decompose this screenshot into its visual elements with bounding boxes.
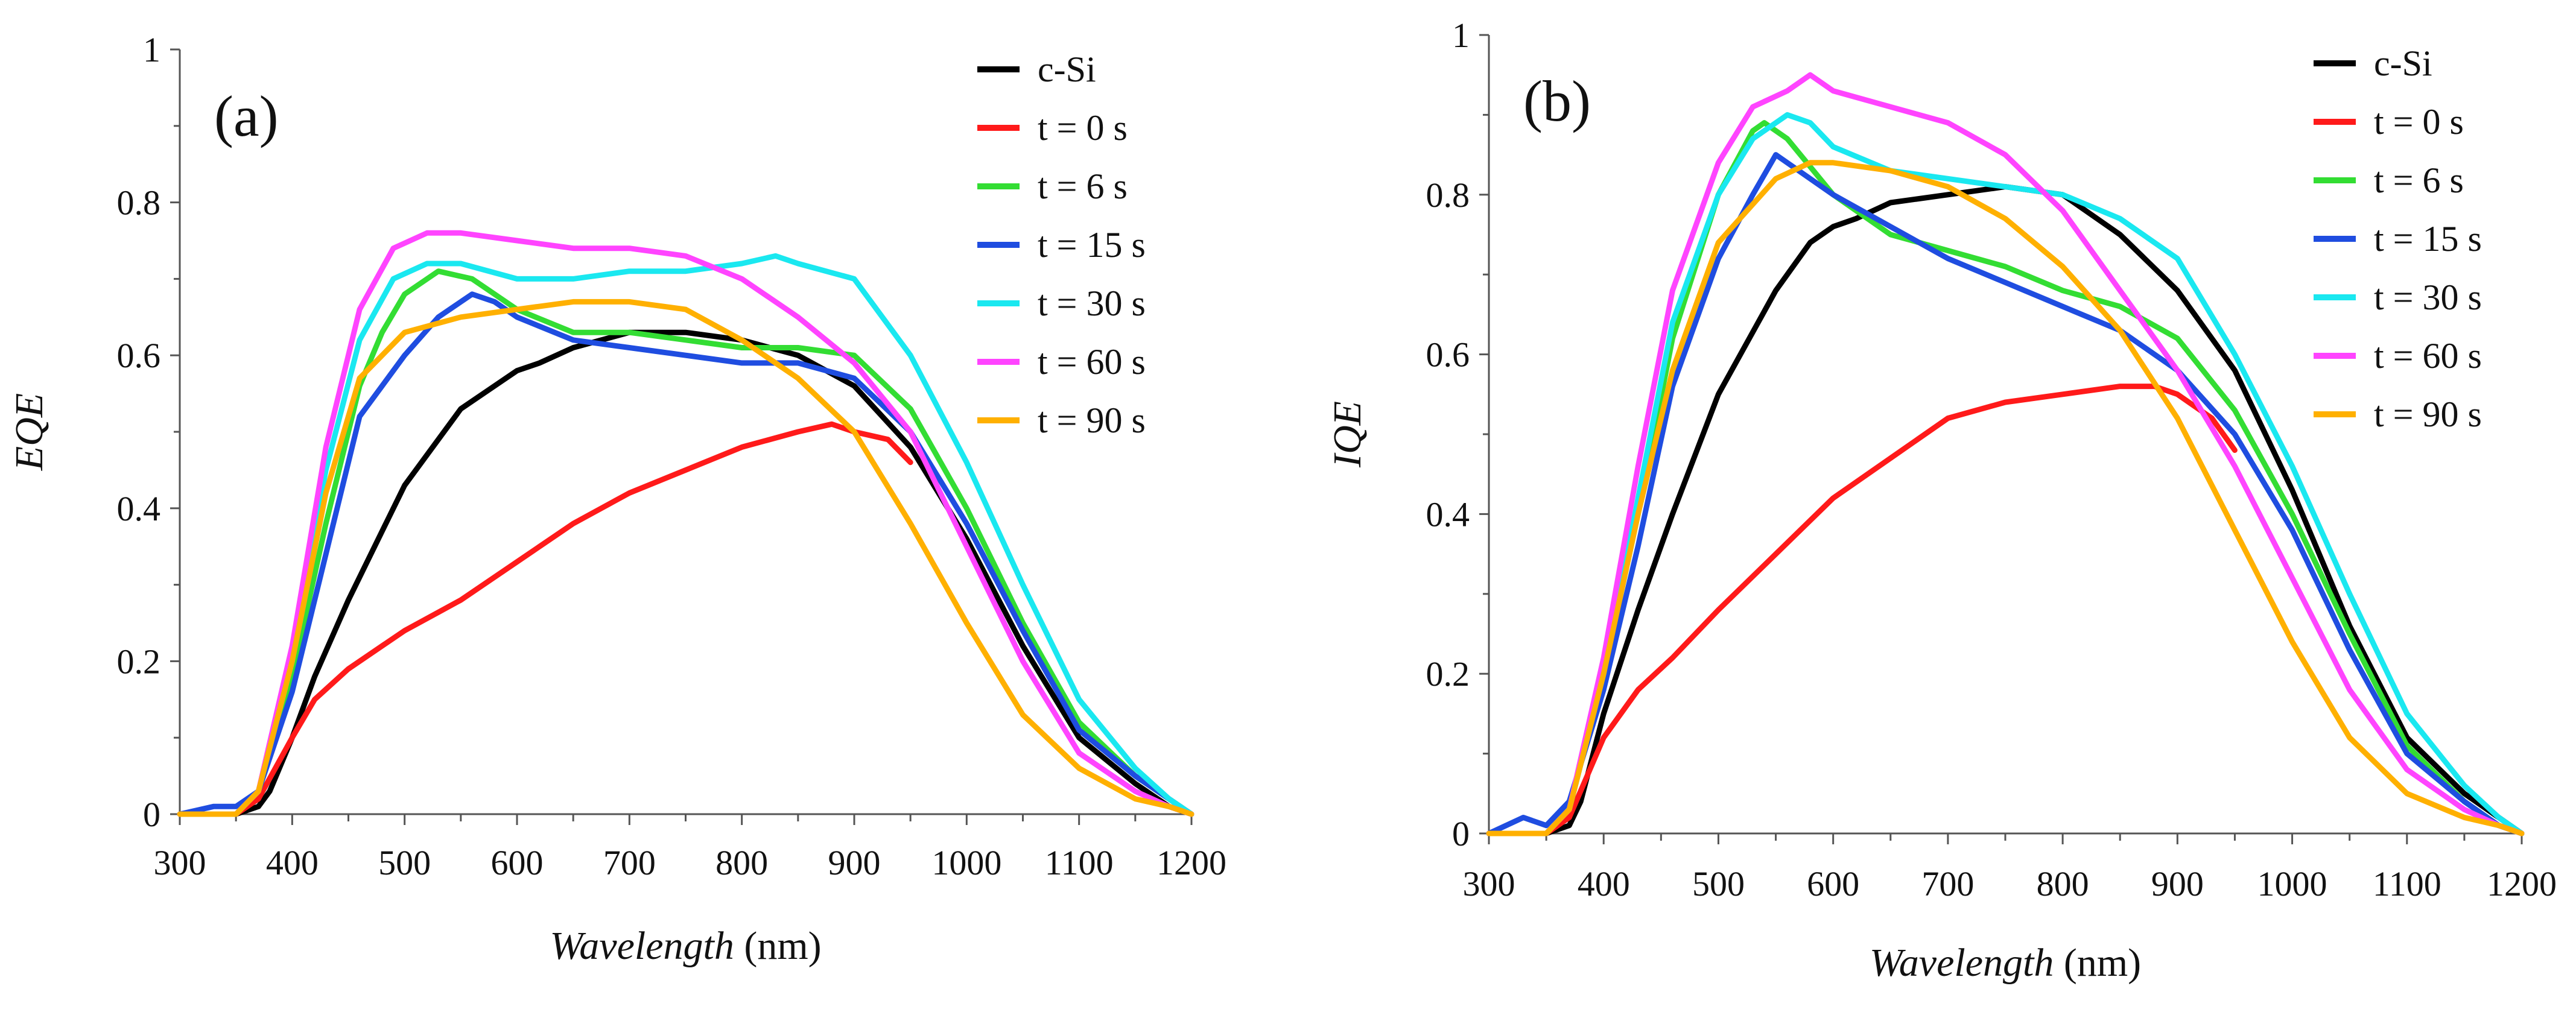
chart-panel-a: 0 0.2 0.4 0.6 0.8 1 300 400 500 600 700 800 900 1000 1…: [7, 30, 1226, 968]
x-tick-label: 800: [2037, 864, 2089, 903]
legend-label-t-6-s: t = 6 s: [2374, 160, 2464, 200]
panel-label: (b): [1523, 69, 1591, 133]
x-tick-label: 900: [2151, 864, 2204, 903]
x-tick-label: 300: [154, 843, 206, 882]
y-tick-label: 0.2: [1426, 654, 1470, 694]
y-tick-label: 0: [143, 795, 160, 834]
y-axis-title: IQE: [1325, 401, 1369, 468]
x-axis-title-unit: (nm): [2054, 941, 2141, 985]
y-tick-label: 0: [1452, 814, 1470, 853]
legend-label-t-0-s: t = 0 s: [1038, 108, 1128, 148]
legend-label-c-si: c-Si: [2374, 43, 2432, 83]
x-tick-label: 1200: [1156, 843, 1226, 882]
x-tick-label: 1000: [931, 843, 1001, 882]
series-line-t-30-s: [177, 253, 1194, 817]
series-line-t-0-s: [1486, 384, 2238, 836]
series-line-t-15-s: [1486, 152, 2525, 836]
y-tick-label: 0.4: [117, 489, 161, 528]
x-tick-label: 400: [266, 843, 319, 882]
legend-label-t-60-s: t = 60 s: [2374, 336, 2482, 376]
series-line-t-0-s: [177, 421, 913, 817]
legend: c-Si t = 0 s t = 6 s t = 15 s t = 30 s t = 60…: [2314, 43, 2482, 434]
legend: c-Si t = 0 s t = 6 s t = 15 s t = 30 s t = 60…: [977, 49, 1146, 440]
legend-label-t-30-s: t = 30 s: [1038, 283, 1146, 323]
legend-label-t-90-s: t = 90 s: [2374, 394, 2482, 434]
series-line-t-30-s: [1486, 112, 2525, 836]
y-tick-label: 0.6: [117, 336, 161, 375]
x-tick-label: 300: [1463, 864, 1515, 903]
series-line-t-6-s: [177, 268, 1194, 817]
series-line-c-si: [1486, 184, 2525, 836]
legend-label-t-60-s: t = 60 s: [1038, 342, 1146, 382]
chart-panel-b: 0 0.2 0.4 0.6 0.8 1 300 400 500 600 700 800 900 1000 1…: [1325, 16, 2557, 985]
y-tick-label: 0.2: [117, 642, 161, 681]
legend-label-t-15-s: t = 15 s: [1038, 225, 1146, 265]
x-tick-label: 400: [1578, 864, 1630, 903]
x-axis-title-name: Wavelength: [1870, 941, 2054, 985]
x-axis-title: Wavelength (nm): [1870, 941, 2141, 985]
y-axis-title: EQE: [7, 393, 51, 471]
x-axis-title-unit: (nm): [734, 924, 822, 968]
legend-label-t-90-s: t = 90 s: [1038, 400, 1146, 440]
panel-label: (a): [214, 84, 279, 148]
x-tick-label: 600: [491, 843, 544, 882]
series-line-t-15-s: [177, 291, 1194, 817]
x-tick-label: 900: [828, 843, 881, 882]
legend-label-t-30-s: t = 30 s: [2374, 277, 2482, 317]
x-tick-label: 700: [603, 843, 656, 882]
x-tick-label: 500: [1692, 864, 1745, 903]
legend-label-t-6-s: t = 6 s: [1038, 166, 1128, 206]
x-tick-label: 1000: [2257, 864, 2327, 903]
x-tick-label: 800: [715, 843, 768, 882]
y-tick-label: 0.6: [1426, 335, 1470, 375]
x-tick-label: 600: [1807, 864, 1859, 903]
y-tick-label: 0.8: [117, 183, 161, 223]
series-line-t-90-s: [1486, 160, 2525, 836]
x-tick-label: 1100: [1045, 843, 1114, 882]
y-tick-label: 0.4: [1426, 495, 1470, 534]
y-tick-label: 1: [143, 30, 160, 69]
x-axis-title: Wavelength (nm): [550, 924, 821, 968]
series-line-t-90-s: [177, 299, 1194, 817]
series-line-t-60-s: [1486, 72, 2525, 836]
legend-label-t-15-s: t = 15 s: [2374, 219, 2482, 259]
y-tick-label: 0.8: [1426, 175, 1470, 215]
x-tick-label: 500: [378, 843, 431, 882]
x-tick-label: 700: [1921, 864, 1974, 903]
series-line-t-60-s: [177, 230, 1194, 817]
x-axis-title-name: Wavelength: [550, 924, 734, 968]
legend-label-c-si: c-Si: [1038, 49, 1096, 89]
legend-label-t-0-s: t = 0 s: [2374, 102, 2464, 142]
x-tick-label: 1100: [2373, 864, 2441, 903]
y-tick-label: 1: [1452, 16, 1470, 55]
x-tick-label: 1200: [2487, 864, 2557, 903]
